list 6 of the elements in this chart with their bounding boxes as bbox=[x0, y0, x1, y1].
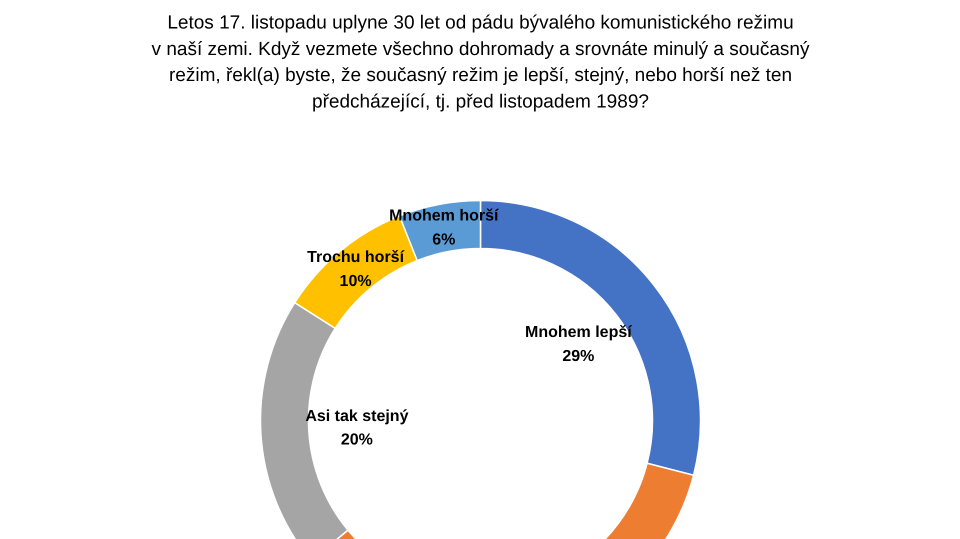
data-label: 20% bbox=[340, 432, 373, 449]
data-label: 29% bbox=[562, 348, 594, 365]
chart-title: Letos 17. listopadu uplyne 30 let od pádu bývalého komunistického režimu v naší zemi. Když vezmete všechno dohromady a srovnáte minulý a současný režim, řekl(a) byste, že současný režim je lepší, stejný, nebo horší než ten předcházející, tj. před listopadem 1989? bbox=[152, 12, 810, 112]
slice-label: Asi tak stejný bbox=[305, 408, 409, 425]
data-label: 10% bbox=[340, 272, 372, 290]
data-label: 6% bbox=[432, 231, 456, 248]
